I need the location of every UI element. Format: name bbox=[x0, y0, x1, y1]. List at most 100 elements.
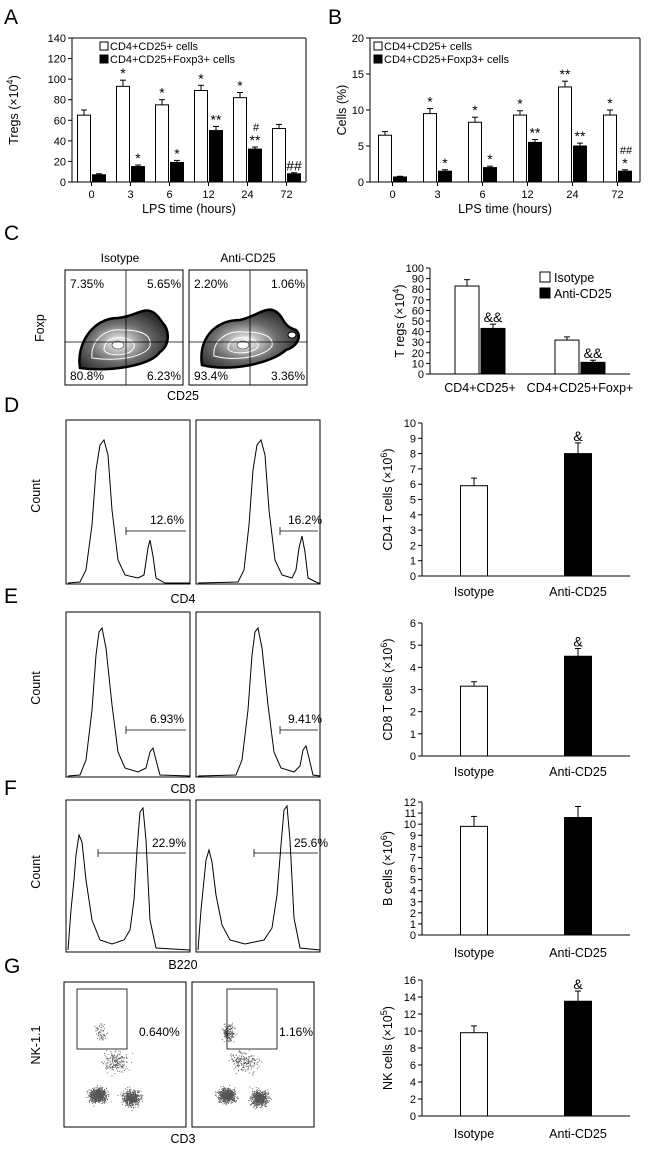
event-dot bbox=[252, 1102, 253, 1103]
event-dot bbox=[115, 1066, 116, 1068]
event-dot bbox=[134, 1101, 136, 1103]
event-dot bbox=[90, 1089, 92, 1091]
event-dot bbox=[245, 1053, 247, 1055]
bar-e-open bbox=[460, 685, 488, 757]
flow-panel-c: Isotype Anti-CD25 Foxp CD25 7.35% 5.65% … bbox=[33, 251, 308, 403]
event-dot bbox=[238, 1060, 240, 1062]
event-dot bbox=[223, 1035, 225, 1037]
event-dot bbox=[92, 1091, 93, 1093]
y-tick-label-b: 20 bbox=[352, 33, 364, 45]
event-dot bbox=[257, 1105, 259, 1107]
event-dot bbox=[103, 1098, 105, 1100]
event-dot bbox=[220, 1092, 221, 1094]
event-dot bbox=[261, 1094, 262, 1096]
event-dot bbox=[102, 1095, 104, 1097]
event-dot bbox=[253, 1097, 255, 1099]
event-dot bbox=[250, 1062, 252, 1064]
event-dot bbox=[230, 1056, 232, 1058]
event-dot bbox=[264, 1100, 266, 1101]
event-dot bbox=[131, 1096, 133, 1097]
event-dot bbox=[107, 1032, 108, 1034]
event-dot bbox=[242, 1066, 244, 1068]
event-dot bbox=[128, 1104, 130, 1105]
event-dot bbox=[227, 1090, 229, 1091]
event-dot bbox=[226, 1101, 228, 1103]
y-tick-label-e: 5 bbox=[410, 640, 416, 652]
event-dot bbox=[138, 1099, 139, 1101]
event-dot bbox=[240, 1059, 241, 1061]
event-dot bbox=[119, 1094, 121, 1095]
event-dot bbox=[104, 1093, 106, 1095]
event-dot bbox=[266, 1106, 267, 1107]
event-dot bbox=[97, 1097, 99, 1099]
event-dot bbox=[267, 1101, 269, 1103]
event-dot bbox=[221, 1097, 223, 1098]
event-dot bbox=[257, 1101, 258, 1103]
event-dot bbox=[226, 1098, 228, 1100]
event-dot bbox=[245, 1065, 247, 1067]
event-dot bbox=[134, 1094, 136, 1096]
event-dot bbox=[251, 1055, 253, 1057]
event-dot bbox=[132, 1107, 134, 1109]
event-dot bbox=[230, 1098, 232, 1099]
event-dot bbox=[137, 1098, 139, 1100]
event-dot bbox=[224, 1033, 226, 1035]
event-dot bbox=[238, 1097, 240, 1099]
bar-b-filled bbox=[393, 176, 407, 183]
event-dot bbox=[253, 1096, 255, 1098]
bar-c-open bbox=[554, 339, 580, 375]
event-dot bbox=[105, 1062, 107, 1064]
event-dot bbox=[126, 1061, 128, 1063]
event-dot bbox=[90, 1095, 91, 1097]
event-dot bbox=[222, 1091, 224, 1093]
event-dot bbox=[262, 1091, 263, 1093]
event-dot bbox=[256, 1095, 258, 1097]
event-dot bbox=[256, 1100, 258, 1101]
event-dot bbox=[92, 1098, 93, 1100]
event-dot bbox=[131, 1109, 133, 1111]
event-dot bbox=[90, 1099, 92, 1101]
event-dot bbox=[136, 1097, 138, 1099]
event-dot bbox=[240, 1053, 242, 1054]
event-dot bbox=[112, 1055, 114, 1056]
y-tick-label-g: 8 bbox=[410, 1043, 416, 1055]
event-dot bbox=[265, 1106, 267, 1108]
event-dot bbox=[120, 1064, 122, 1066]
event-dot bbox=[100, 1030, 102, 1032]
event-dot bbox=[128, 1104, 130, 1106]
event-dot bbox=[223, 1030, 225, 1032]
event-dot bbox=[221, 1090, 222, 1092]
event-dot bbox=[229, 1099, 231, 1101]
event-dot bbox=[248, 1058, 250, 1060]
event-dot bbox=[229, 1095, 231, 1097]
event-dot bbox=[122, 1098, 124, 1100]
event-dot bbox=[125, 1099, 127, 1100]
event-dot bbox=[250, 1097, 252, 1099]
event-dot bbox=[222, 1097, 224, 1099]
event-dot bbox=[250, 1096, 251, 1098]
event-dot bbox=[258, 1104, 260, 1106]
event-dot bbox=[126, 1094, 128, 1096]
event-dot bbox=[224, 1032, 226, 1033]
event-dot bbox=[129, 1102, 131, 1103]
event-dot bbox=[89, 1095, 90, 1097]
event-dot bbox=[230, 1090, 232, 1092]
event-dot bbox=[240, 1061, 242, 1062]
event-dot bbox=[223, 1091, 225, 1092]
event-dot bbox=[261, 1092, 263, 1093]
event-dot bbox=[125, 1102, 126, 1104]
y-tick-label-c: 100 bbox=[406, 263, 424, 275]
event-dot bbox=[137, 1091, 138, 1093]
event-dot bbox=[98, 1102, 100, 1103]
event-dot bbox=[255, 1094, 257, 1096]
panel-label-a: A bbox=[4, 6, 18, 29]
event-dot bbox=[112, 1067, 113, 1068]
event-dot bbox=[228, 1100, 230, 1101]
event-dot bbox=[109, 1062, 111, 1064]
event-dot bbox=[265, 1092, 267, 1094]
event-dot bbox=[89, 1095, 91, 1096]
event-dot bbox=[227, 1101, 229, 1103]
event-dot bbox=[226, 1100, 228, 1102]
event-dot bbox=[130, 1098, 132, 1099]
